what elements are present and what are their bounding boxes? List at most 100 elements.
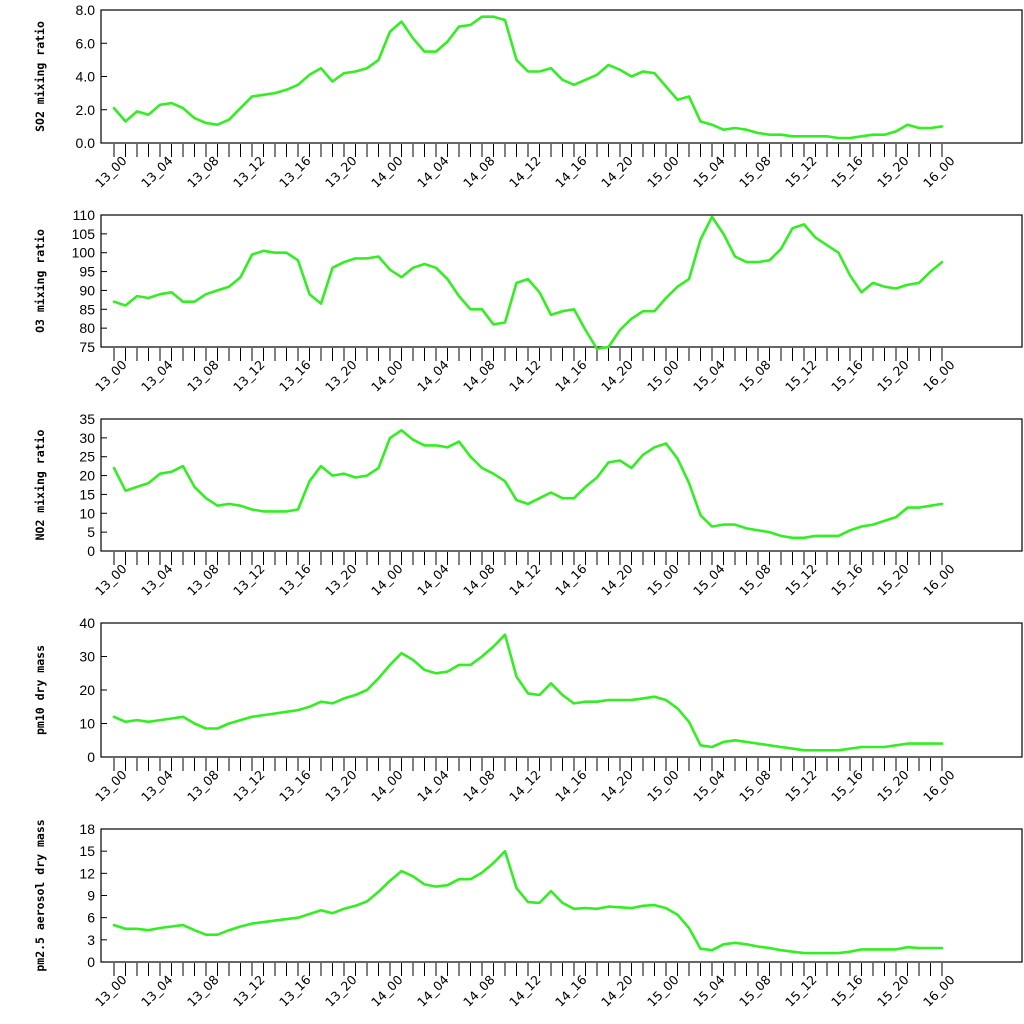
x-tick-label: 15_04 [690, 561, 728, 599]
x-tick-label: 13_04 [138, 767, 176, 805]
y-tick-label: 6.0 [76, 35, 96, 51]
x-tick-label: 13_00 [92, 561, 130, 599]
x-tick-label: 14_08 [460, 972, 498, 1010]
x-tick-label: 14_00 [368, 357, 406, 395]
x-tick-label: 14_12 [506, 561, 544, 599]
y-tick-label: 0 [87, 543, 95, 559]
x-tick-label: 14_08 [460, 153, 498, 191]
x-tick-label: 13_16 [276, 972, 314, 1010]
x-tick-label: 14_16 [552, 767, 590, 805]
x-tick-label: 14_08 [460, 561, 498, 599]
x-tick-label: 16_00 [920, 767, 958, 805]
x-tick-label: 13_16 [276, 561, 314, 599]
x-tick-label: 15_20 [874, 561, 912, 599]
x-tick-label: 13_08 [184, 561, 222, 599]
x-tick-label: 15_20 [874, 972, 912, 1010]
x-tick-label: 15_00 [644, 357, 682, 395]
y-axis-label: O3 mixing ratio [33, 229, 47, 333]
x-tick-label: 13_12 [230, 153, 268, 191]
x-tick-label: 13_00 [92, 153, 130, 191]
y-tick-label: 30 [79, 649, 95, 665]
y-tick-label: 10 [79, 505, 95, 521]
x-tick-label: 14_00 [368, 153, 406, 191]
y-tick-label: 5 [87, 524, 95, 540]
x-tick-label: 14_00 [368, 767, 406, 805]
y-tick-label: 80 [79, 320, 95, 336]
plot-frame [100, 418, 1023, 552]
x-tick-label: 15_00 [644, 153, 682, 191]
y-tick-label: 12 [79, 865, 95, 881]
x-tick-label: 15_16 [828, 561, 866, 599]
x-tick-label: 15_12 [782, 153, 820, 191]
x-tick-label: 15_20 [874, 357, 912, 395]
y-tick-label: 85 [79, 301, 95, 317]
x-tick-label: 13_04 [138, 357, 176, 395]
x-tick-label: 15_04 [690, 767, 728, 805]
x-tick-label: 15_16 [828, 357, 866, 395]
x-tick-label: 14_08 [460, 357, 498, 395]
x-tick-label: 15_04 [690, 357, 728, 395]
x-tick-label: 13_20 [322, 153, 360, 191]
y-tick-label: 10 [79, 716, 95, 732]
x-tick-label: 15_16 [828, 972, 866, 1010]
y-tick-label: 8.0 [76, 2, 96, 18]
x-tick-label: 14_16 [552, 153, 590, 191]
x-tick-label: 15_20 [874, 153, 912, 191]
x-tick-label: 13_12 [230, 357, 268, 395]
x-tick-label: 13_08 [184, 767, 222, 805]
y-tick-label: 15 [79, 486, 95, 502]
x-tick-label: 13_16 [276, 153, 314, 191]
x-tick-label: 13_16 [276, 767, 314, 805]
y-tick-label: 30 [79, 430, 95, 446]
y-axis-label: SO2 mixing ratio [33, 21, 47, 132]
y-tick-label: 18 [79, 821, 95, 837]
x-tick-label: 15_08 [736, 561, 774, 599]
x-tick-label: 14_00 [368, 972, 406, 1010]
x-tick-label: 14_04 [414, 357, 452, 395]
y-tick-label: 35 [79, 411, 95, 427]
x-tick-label: 15_16 [828, 153, 866, 191]
x-tick-label: 13_04 [138, 561, 176, 599]
x-tick-label: 14_12 [506, 153, 544, 191]
y-tick-label: 0 [87, 954, 95, 970]
y-tick-label: 15 [79, 843, 95, 859]
x-tick-label: 13_12 [230, 767, 268, 805]
y-tick-label: 6 [87, 910, 95, 926]
series-line [112, 428, 944, 540]
plot-frame [100, 622, 1023, 758]
x-tick-label: 13_12 [230, 972, 268, 1010]
x-tick-label: 14_04 [414, 561, 452, 599]
x-tick-label: 15_00 [644, 561, 682, 599]
x-tick-label: 14_12 [506, 357, 544, 395]
x-tick-label: 14_04 [414, 767, 452, 805]
x-tick-label: 13_08 [184, 357, 222, 395]
x-tick-label: 13_16 [276, 357, 314, 395]
x-tick-label: 15_08 [736, 972, 774, 1010]
y-tick-label: 20 [79, 468, 95, 484]
x-tick-label: 14_16 [552, 357, 590, 395]
x-tick-label: 15_04 [690, 153, 728, 191]
x-tick-label: 14_12 [506, 972, 544, 1010]
x-tick-label: 14_20 [598, 561, 636, 599]
x-tick-label: 13_04 [138, 972, 176, 1010]
y-axis-label: pm2.5 aerosol dry mass [33, 819, 47, 971]
x-tick-label: 13_00 [92, 767, 130, 805]
x-tick-label: 13_20 [322, 767, 360, 805]
x-tick-label: 15_08 [736, 357, 774, 395]
x-tick-label: 14_20 [598, 357, 636, 395]
x-tick-label: 14_20 [598, 153, 636, 191]
series-line [112, 215, 944, 351]
x-tick-label: 14_04 [414, 153, 452, 191]
x-tick-label: 15_12 [782, 767, 820, 805]
x-tick-label: 13_08 [184, 972, 222, 1010]
x-tick-label: 15_20 [874, 767, 912, 805]
y-tick-label: 75 [79, 339, 95, 355]
plot-frame [100, 828, 1023, 963]
y-tick-label: 100 [72, 245, 96, 261]
x-tick-label: 16_00 [920, 972, 958, 1010]
x-tick-label: 15_08 [736, 153, 774, 191]
x-tick-label: 15_12 [782, 972, 820, 1010]
